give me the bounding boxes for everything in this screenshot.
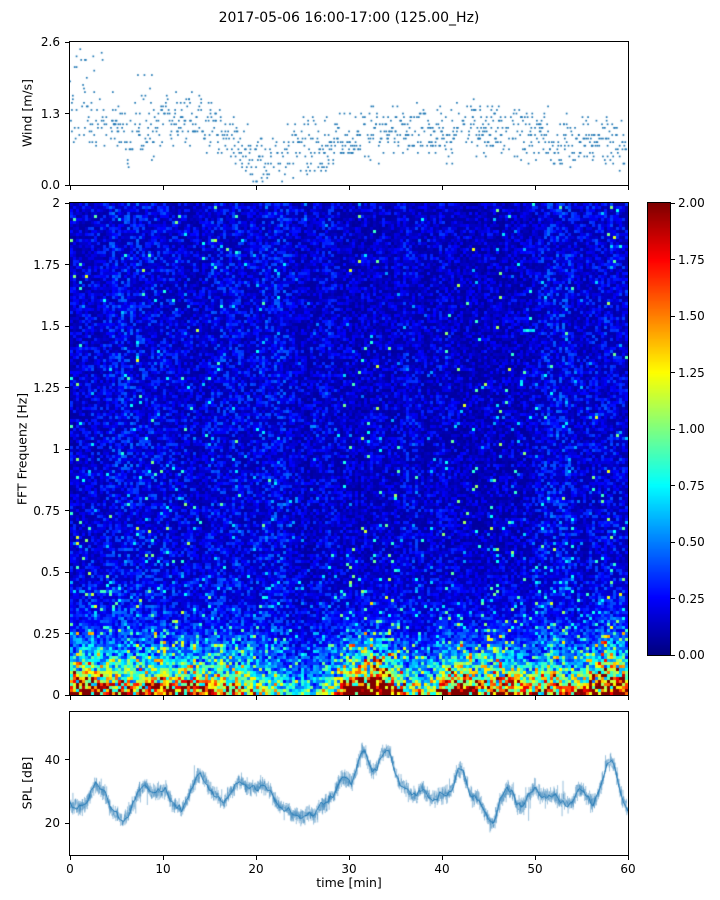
tick-mark — [65, 510, 69, 511]
spectrogram-canvas — [70, 203, 628, 695]
tick-label: 0.5 — [40, 565, 60, 579]
wind-scatter-canvas — [70, 42, 628, 185]
tick-mark — [671, 259, 675, 260]
tick-label: 60 — [620, 862, 636, 876]
tick-mark — [441, 856, 443, 860]
tick-label: 1.25 — [33, 380, 60, 395]
tick-mark — [255, 696, 257, 700]
tick-mark — [348, 696, 350, 700]
tick-mark — [65, 202, 69, 204]
tick-mark — [441, 696, 443, 700]
tick-mark — [65, 113, 69, 114]
tick-mark — [671, 372, 675, 373]
tick-label: 0.75 — [678, 478, 705, 493]
tick-label: 1.5 — [40, 319, 60, 333]
tick-mark — [65, 448, 69, 450]
tick-mark — [255, 186, 257, 190]
tick-mark — [65, 325, 69, 327]
colorbar — [647, 202, 671, 656]
tick-label: 1.00 — [678, 422, 705, 436]
tick-mark — [65, 264, 69, 265]
tick-label: 0 — [52, 688, 60, 702]
tick-mark — [671, 315, 675, 317]
tick-mark — [65, 41, 69, 43]
tick-mark — [671, 598, 675, 599]
tick-label: 1.25 — [678, 365, 705, 380]
tick-label: 1.3 — [40, 106, 60, 121]
tick-label: 40 — [434, 862, 450, 876]
tick-mark — [671, 541, 675, 543]
tick-mark — [65, 571, 69, 573]
colorbar-canvas — [648, 203, 670, 655]
tick-mark — [534, 696, 536, 700]
tick-mark — [65, 759, 69, 761]
tick-mark — [534, 856, 536, 860]
tick-label: 0.0 — [40, 178, 60, 192]
tick-mark — [162, 186, 164, 190]
tick-label: 0.25 — [33, 626, 60, 641]
tick-mark — [627, 696, 629, 700]
tick-label: 40 — [44, 752, 60, 767]
tick-mark — [348, 856, 350, 860]
tick-label: 1 — [52, 442, 60, 456]
tick-mark — [65, 184, 69, 186]
tick-mark — [627, 856, 629, 860]
tick-label: 1.50 — [678, 309, 705, 323]
tick-mark — [671, 654, 675, 656]
tick-mark — [671, 485, 675, 486]
tick-label: 0 — [66, 862, 74, 876]
tick-label: 1.75 — [33, 257, 60, 272]
tick-mark — [69, 696, 71, 700]
spl-line-canvas — [70, 712, 628, 855]
tick-label: 10 — [155, 862, 171, 876]
tick-mark — [69, 856, 71, 860]
tick-label: 0.00 — [678, 648, 705, 662]
tick-label: 1.75 — [678, 252, 705, 267]
spl-subplot — [69, 711, 629, 856]
tick-label: 20 — [248, 862, 264, 876]
tick-mark — [671, 202, 675, 204]
tick-mark — [348, 186, 350, 190]
tick-mark — [65, 822, 69, 824]
tick-label: 0.25 — [678, 591, 705, 606]
tick-mark — [69, 186, 71, 190]
tick-mark — [534, 186, 536, 190]
tick-label: 0.75 — [33, 503, 60, 518]
tick-label: 30 — [341, 862, 357, 876]
tick-mark — [162, 856, 164, 860]
tick-mark — [65, 694, 69, 696]
wind-subplot — [69, 41, 629, 186]
tick-mark — [671, 428, 675, 430]
tick-label: 2 — [52, 196, 60, 210]
tick-mark — [162, 696, 164, 700]
chart-title: 2017-05-06 16:00-17:00 (125.00_Hz) — [218, 10, 480, 26]
tick-mark — [65, 387, 69, 388]
tick-label: 0.50 — [678, 535, 705, 549]
tick-label: 50 — [527, 862, 543, 876]
spectrogram-subplot — [69, 202, 629, 696]
tick-mark — [255, 856, 257, 860]
tick-label: 20 — [44, 816, 60, 831]
tick-mark — [441, 186, 443, 190]
tick-label: 2.6 — [40, 35, 60, 49]
tick-mark — [65, 633, 69, 634]
x-axis-label: time [min] — [316, 875, 382, 890]
tick-mark — [627, 186, 629, 190]
tick-label: 2.00 — [678, 196, 705, 210]
